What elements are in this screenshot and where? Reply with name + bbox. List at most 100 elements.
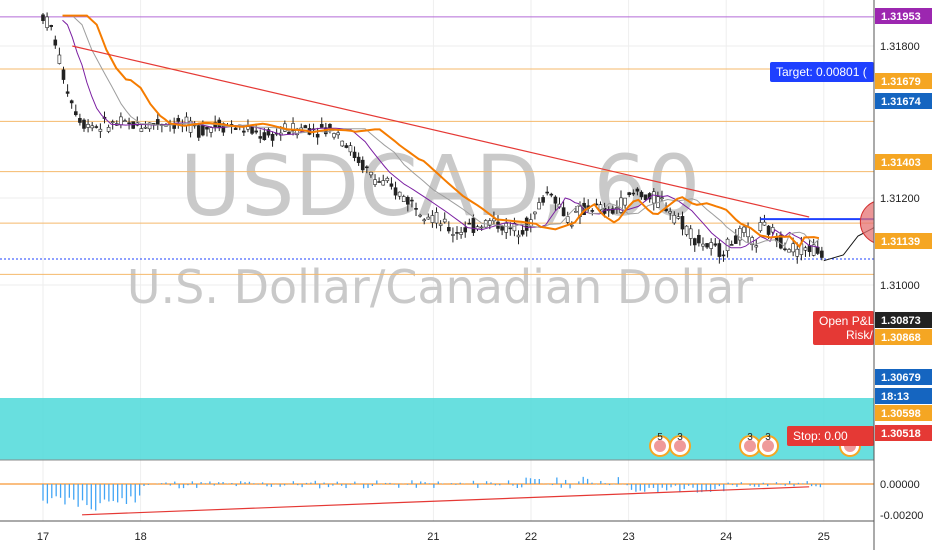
stop-label[interactable]: Stop: 0.00 xyxy=(787,426,874,446)
candle-body xyxy=(770,227,775,233)
candle-body xyxy=(471,217,476,233)
event-flag-icon[interactable]: 3 xyxy=(757,432,779,457)
candle-body xyxy=(41,14,45,21)
candle-body xyxy=(119,116,123,126)
candle-body xyxy=(463,227,468,233)
candle-body xyxy=(410,199,414,202)
candle-body xyxy=(713,243,718,246)
candle-body xyxy=(266,129,271,136)
candle-body xyxy=(684,225,689,235)
candle-body xyxy=(783,248,787,251)
price-tick-label: 1.31000 xyxy=(880,280,920,292)
candle-body xyxy=(717,243,722,257)
candle-body xyxy=(369,171,373,176)
candle-body xyxy=(672,215,677,224)
time-tick-label: 22 xyxy=(525,531,537,543)
open-pl-label[interactable]: Open P&L Risk/ xyxy=(813,311,875,345)
candle-body xyxy=(639,191,644,198)
candle-body xyxy=(709,242,713,249)
candle-body xyxy=(57,54,62,64)
price-axis[interactable] xyxy=(874,0,932,550)
candle-body xyxy=(205,126,209,130)
candle-body xyxy=(233,127,238,130)
candle-body xyxy=(352,151,357,158)
candle-body xyxy=(438,223,443,226)
event-flag-icon[interactable]: 3 xyxy=(669,432,691,457)
candle-body xyxy=(86,124,90,128)
candle-body xyxy=(787,249,791,253)
candle-body xyxy=(303,125,308,129)
candle-body xyxy=(373,179,377,185)
downtrend-line[interactable] xyxy=(72,45,810,218)
candle-body xyxy=(328,123,332,129)
candle-body xyxy=(82,119,86,129)
candle-body xyxy=(701,243,705,247)
price-tag-label: 1.30518 xyxy=(881,428,921,440)
candle-body xyxy=(258,136,263,139)
time-tick-label: 17 xyxy=(37,531,49,543)
candle-body xyxy=(155,119,160,125)
candle-body xyxy=(69,100,74,104)
candle-body xyxy=(270,133,275,141)
candle-body xyxy=(820,250,824,258)
candle-body xyxy=(815,246,820,254)
candle-body xyxy=(791,243,795,253)
price-tag: 1.30518 xyxy=(875,425,932,441)
candle-body xyxy=(201,125,205,136)
price-tag-label: 1.30598 xyxy=(881,408,921,420)
price-tag: 18:13 xyxy=(875,388,932,404)
candle-body xyxy=(610,208,615,214)
candle-body xyxy=(537,202,541,210)
svg-text:Target: 0.00801 (: Target: 0.00801 ( xyxy=(776,65,867,79)
candle-body xyxy=(451,234,455,236)
candle-body xyxy=(127,122,131,125)
candle-body xyxy=(623,197,627,206)
candle-body xyxy=(389,183,394,187)
candle-body xyxy=(615,207,619,209)
candle-body xyxy=(721,254,726,257)
event-flag-icon[interactable]: 3 xyxy=(739,432,761,457)
support-zone[interactable] xyxy=(0,398,874,460)
candle-body xyxy=(520,230,525,235)
price-tag: 1.30598 xyxy=(875,405,932,421)
candle-body xyxy=(377,181,381,183)
candle-body xyxy=(348,145,353,153)
target-label[interactable]: Target: 0.00801 ( xyxy=(770,62,874,82)
time-axis[interactable]: 171821222324252829 xyxy=(37,531,932,543)
watermark-symbol: USDCAD, 60 xyxy=(180,137,701,235)
candle-body xyxy=(143,126,148,129)
candle-body xyxy=(94,126,99,128)
candle-body xyxy=(729,244,734,246)
macd-trendline[interactable] xyxy=(82,486,810,516)
candle-body xyxy=(516,234,521,238)
svg-text:Stop: 0.00: Stop: 0.00 xyxy=(793,429,848,443)
price-tag: 1.31139 xyxy=(875,233,932,249)
candle-body xyxy=(492,218,496,222)
time-tick-label: 23 xyxy=(622,531,634,543)
candle-body xyxy=(545,191,550,194)
candle-body xyxy=(697,234,701,244)
price-tick-label: 1.31200 xyxy=(880,193,920,205)
watermark-name: U.S. Dollar/Canadian Dollar xyxy=(127,260,753,314)
candle-body xyxy=(705,243,709,248)
candle-body xyxy=(561,207,566,217)
candle-body xyxy=(53,39,58,46)
candle-body xyxy=(123,120,127,123)
candle-body xyxy=(385,177,390,182)
candle-body xyxy=(176,118,181,122)
candle-body xyxy=(754,245,759,248)
candle-body xyxy=(660,197,664,199)
candle-body xyxy=(635,188,640,192)
candle-body xyxy=(553,196,558,204)
candle-body xyxy=(455,232,459,234)
candle-body xyxy=(422,219,427,222)
price-tag-label: 1.31679 xyxy=(881,76,921,88)
candle-body xyxy=(139,128,144,132)
candle-body xyxy=(291,123,295,132)
price-tag-label: 1.30868 xyxy=(881,332,921,344)
macd-axis-ticks: 0.00000 -0.00200 xyxy=(880,479,923,522)
candle-body xyxy=(668,211,672,214)
candle-body xyxy=(356,156,361,163)
candle-body xyxy=(541,197,545,203)
